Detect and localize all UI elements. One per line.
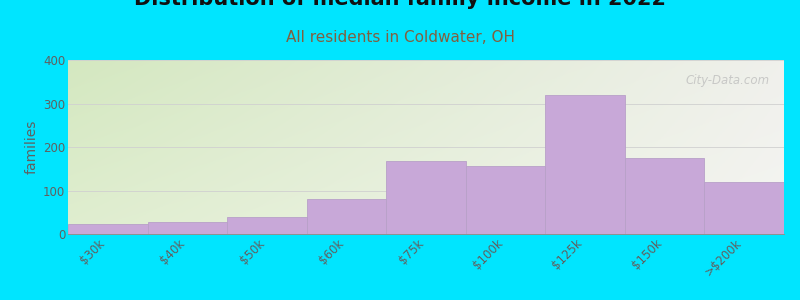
Text: City-Data.com: City-Data.com	[686, 74, 770, 87]
Bar	[546, 95, 625, 234]
Text: Distribution of median family income in 2022: Distribution of median family income in …	[134, 0, 666, 9]
Bar	[147, 222, 227, 234]
Bar	[68, 224, 147, 234]
Bar	[227, 218, 306, 234]
Bar	[466, 166, 546, 234]
Bar	[625, 158, 705, 234]
Y-axis label: families: families	[25, 120, 39, 174]
Bar	[705, 182, 784, 234]
Bar	[306, 199, 386, 234]
Bar	[386, 161, 466, 234]
Text: All residents in Coldwater, OH: All residents in Coldwater, OH	[286, 30, 514, 45]
